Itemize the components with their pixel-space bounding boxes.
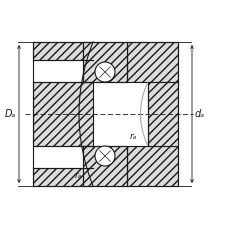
Polygon shape bbox=[83, 146, 126, 186]
Polygon shape bbox=[33, 168, 93, 186]
Polygon shape bbox=[126, 146, 177, 186]
Circle shape bbox=[95, 62, 114, 82]
Polygon shape bbox=[33, 82, 93, 146]
Text: dₐ: dₐ bbox=[194, 109, 204, 119]
Polygon shape bbox=[33, 42, 93, 60]
Polygon shape bbox=[147, 82, 177, 146]
Circle shape bbox=[95, 146, 114, 166]
Text: Dₐ: Dₐ bbox=[5, 109, 16, 119]
Polygon shape bbox=[83, 42, 126, 82]
Text: rₐ: rₐ bbox=[129, 132, 137, 141]
Text: rₐ: rₐ bbox=[75, 171, 82, 180]
Polygon shape bbox=[126, 42, 177, 82]
